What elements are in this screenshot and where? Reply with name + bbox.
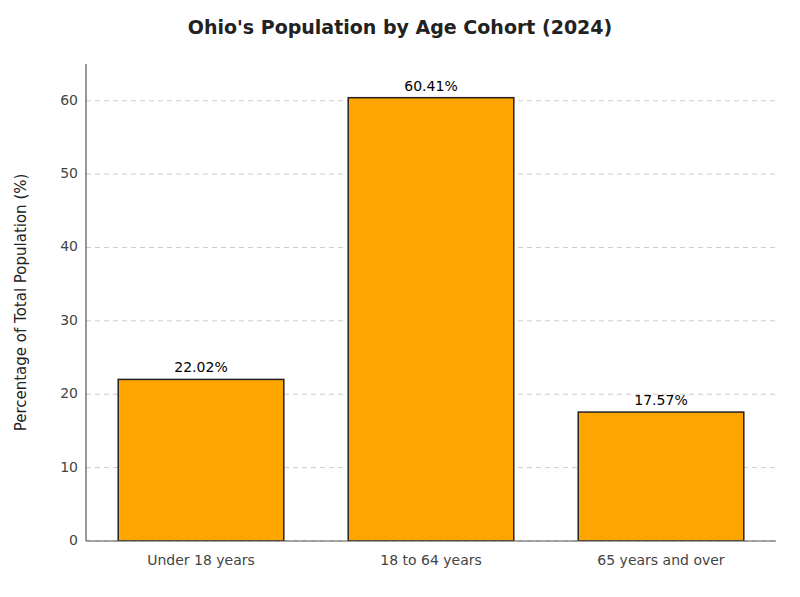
bar (348, 98, 514, 541)
x-axis-line (86, 540, 776, 541)
y-tick-label: 20 (60, 385, 78, 401)
y-tick-label: 50 (60, 165, 78, 181)
y-tick-label: 30 (60, 312, 78, 328)
y-tick-label: 60 (60, 92, 78, 108)
title: Ohio's Population by Age Cohort (2024) (188, 16, 613, 38)
data-label: 17.57% (634, 392, 687, 408)
y-axis-label: Percentage of Total Population (%) (12, 174, 30, 432)
data-label: 60.41% (404, 78, 457, 94)
bar (578, 412, 744, 541)
y-axis-line (85, 64, 86, 541)
bars (118, 98, 744, 541)
x-ticks: Under 18 years 18 to 64 years 65 years and… (147, 552, 725, 568)
grid-line (86, 541, 776, 542)
data-labels: 22.02% 60.41% 17.57% (174, 78, 687, 408)
chart: Ohio's Population by Age Cohort (2024) 0 1… (0, 0, 800, 597)
y-ticks: 0 10 20 30 40 50 60 (60, 92, 78, 548)
y-tick-label: 0 (69, 532, 78, 548)
x-tick-label: 18 to 64 years (380, 552, 482, 568)
x-tick-label: 65 years and over (597, 552, 724, 568)
chart-container: Ohio's Population by Age Cohort (2024) 0 1… (0, 0, 800, 597)
y-tick-label: 10 (60, 459, 78, 475)
x-tick-label: Under 18 years (147, 552, 255, 568)
bar (118, 379, 284, 541)
y-tick-label: 40 (60, 238, 78, 254)
data-label: 22.02% (174, 359, 227, 375)
axes (86, 64, 776, 541)
